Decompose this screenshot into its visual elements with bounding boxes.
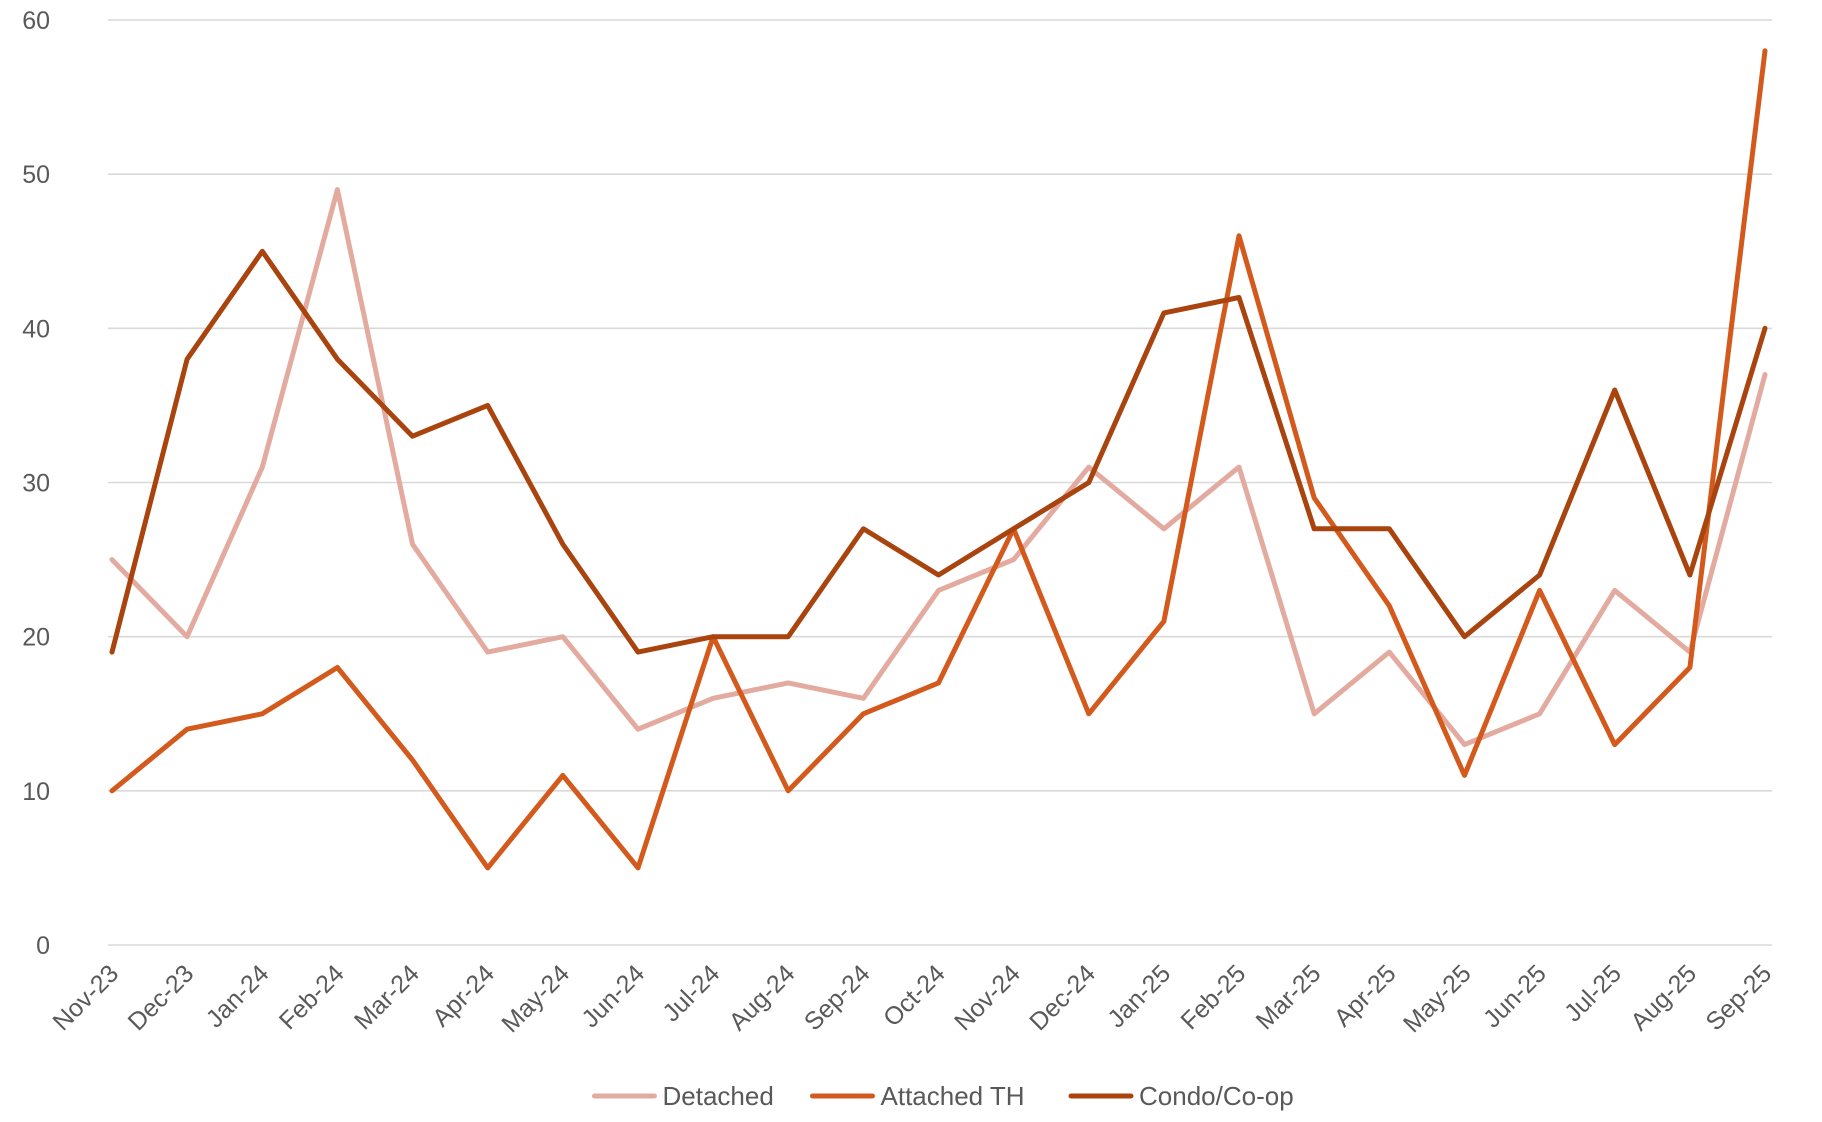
series-line-condo-co-op [109,248,1768,655]
x-tick-label: Apr-24 [427,959,500,1032]
y-tick-label: 0 [36,932,50,960]
series-lines [109,48,1768,871]
x-tick-label: Jan-25 [1102,959,1176,1033]
x-tick-label: Feb-24 [274,959,350,1035]
x-tick-label: Nov-24 [949,959,1026,1036]
x-tick-label: Nov-23 [47,959,124,1036]
x-tick-label: Aug-24 [724,959,801,1036]
x-tick-label: Sep-24 [799,959,876,1036]
x-tick-label: Jul-25 [1559,959,1627,1027]
x-tick-label: Oct-24 [878,959,951,1032]
x-tick-label: Aug-25 [1625,959,1702,1036]
x-tick-label: Apr-25 [1329,959,1402,1032]
y-tick-label: 30 [22,470,50,498]
y-tick-label: 40 [22,315,50,343]
x-tick-label: Jun-25 [1478,959,1552,1033]
y-tick-label: 10 [22,778,50,806]
y-axis-ticks: 0 10 20 30 40 50 60 [22,7,50,960]
legend-item: Condo/Co-op [1068,1081,1294,1111]
series-line-detached [109,187,1768,748]
legend-item: Detached [592,1081,774,1111]
x-tick-label: May-24 [496,959,575,1038]
x-tick-label: Jun-24 [576,959,650,1033]
legend: Detached Attached TH Condo/Co-op [592,1081,1294,1111]
legend-label: Detached [663,1081,774,1111]
x-tick-label: Sep-25 [1700,959,1777,1036]
x-tick-label: Feb-25 [1175,959,1251,1035]
x-tick-label: Dec-23 [123,959,200,1036]
x-tick-label: May-25 [1398,959,1477,1038]
x-tick-label: Jul-24 [657,959,725,1027]
legend-item: Attached TH [810,1081,1025,1111]
legend-label: Condo/Co-op [1139,1081,1294,1111]
x-tick-label: Mar-25 [1251,959,1327,1035]
series-line-attached-th [109,48,1768,871]
x-tick-label: Jan-24 [201,959,275,1033]
gridlines [108,19,1772,946]
y-tick-label: 50 [22,161,50,189]
y-tick-label: 20 [22,624,50,652]
x-tick-label: Dec-24 [1024,959,1101,1036]
y-tick-label: 60 [22,7,50,35]
legend-label: Attached TH [881,1081,1025,1111]
x-tick-label: Mar-24 [349,959,425,1035]
